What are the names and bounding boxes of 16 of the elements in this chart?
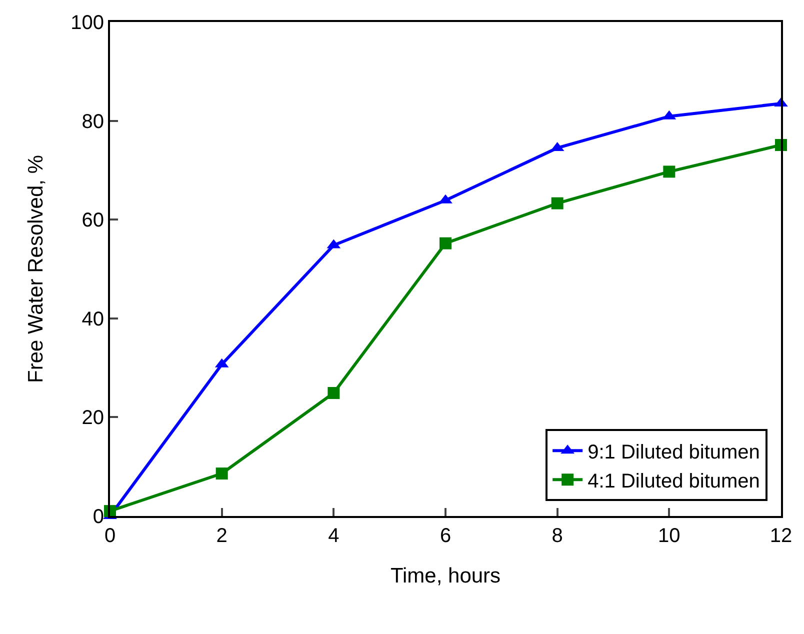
x-tick-label: 6 — [440, 525, 452, 547]
x-tick-label: 10 — [658, 525, 680, 547]
x-tick-label: 2 — [216, 525, 228, 547]
x-tick-label: 12 — [770, 525, 792, 547]
x-tick-label: 4 — [328, 525, 340, 547]
x-tick-label: 8 — [552, 525, 563, 547]
y-axis-title: Free Water Resolved, % — [24, 155, 48, 383]
legend-label: 4:1 Diluted bitumen — [588, 470, 760, 492]
legend-label: 9:1 Diluted bitumen — [588, 441, 760, 464]
x-axis-title: Time, hours — [390, 564, 501, 588]
y-tick-label: 80 — [82, 110, 104, 133]
y-tick-label: 20 — [82, 407, 104, 430]
y-tick-label: 40 — [82, 308, 104, 330]
y-tick-label: 60 — [82, 210, 104, 232]
y-tick-label: 100 — [70, 12, 104, 34]
y-tick-label: 0 — [92, 506, 104, 528]
